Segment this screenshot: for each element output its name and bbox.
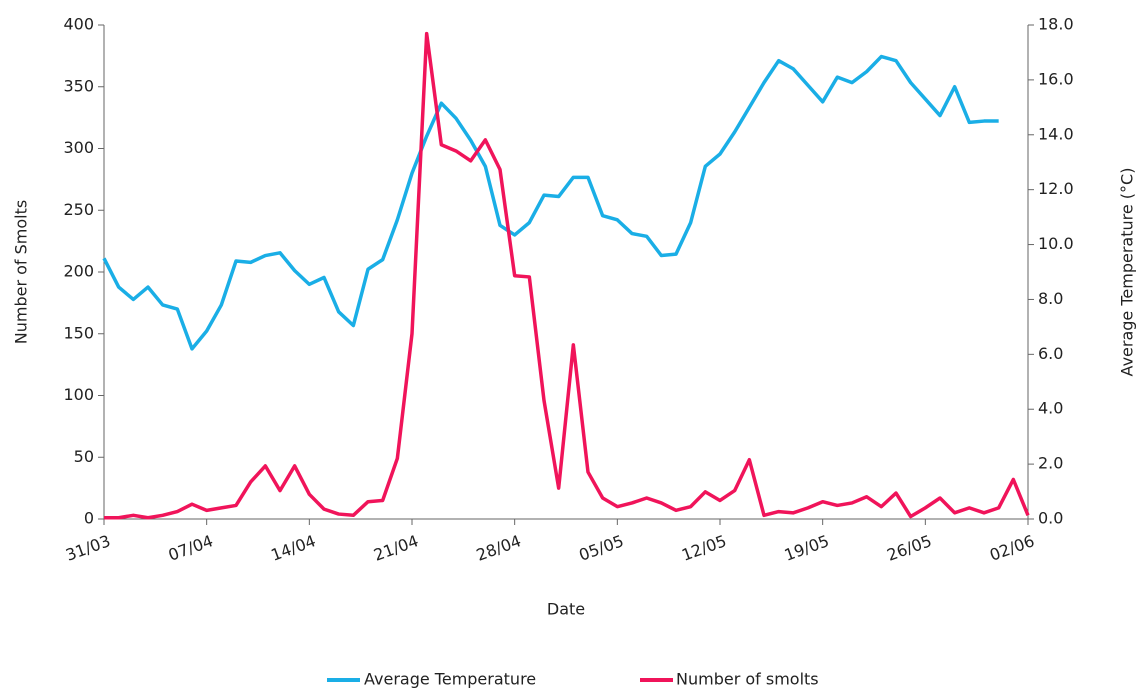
y2-tick-label: 0.0 <box>1038 509 1063 528</box>
x-tick-label: 02/06 <box>987 531 1037 565</box>
x-tick-label: 14/04 <box>268 531 318 565</box>
legend-label: Number of smolts <box>676 670 819 689</box>
x-tick-label: 19/05 <box>782 531 832 565</box>
y2-tick-label: 10.0 <box>1038 234 1074 253</box>
y-axis-title: Number of Smolts <box>12 200 31 344</box>
y-tick-label: 50 <box>74 447 94 466</box>
y-tick-label: 300 <box>63 138 94 157</box>
x-tick-label: 05/05 <box>576 531 626 565</box>
y2-tick-label: 14.0 <box>1038 124 1074 143</box>
y2-tick-label: 8.0 <box>1038 289 1063 308</box>
legend-label: Average Temperature <box>364 670 536 689</box>
y-tick-label: 150 <box>63 323 94 342</box>
y2-tick-label: 6.0 <box>1038 344 1063 363</box>
y2-tick-label: 4.0 <box>1038 399 1063 418</box>
y2-tick-label: 2.0 <box>1038 454 1063 473</box>
y2-tick-label: 16.0 <box>1038 69 1074 88</box>
x-tick-label: 28/04 <box>474 531 524 565</box>
y-tick-label: 100 <box>63 385 94 404</box>
x-tick-label: 31/03 <box>63 531 113 565</box>
x-tick-label: 26/05 <box>884 531 934 565</box>
data-line <box>104 31 1030 520</box>
y-tick-label: 350 <box>63 76 94 95</box>
y-tick-label: 250 <box>63 200 94 219</box>
y2-tick-label: 12.0 <box>1038 179 1074 198</box>
y2-tick-label: 18.0 <box>1038 15 1074 34</box>
y-tick-label: 0 <box>84 509 94 528</box>
y2-axis-title: Average Temperature (°C) <box>1118 168 1137 377</box>
y-tick-label: 200 <box>63 262 94 281</box>
x-tick-label: 07/04 <box>166 531 216 565</box>
y-tick-label: 400 <box>63 15 94 34</box>
x-tick-label: 21/04 <box>371 531 421 565</box>
x-axis-title: Date <box>547 600 585 619</box>
x-tick-label: 12/05 <box>679 531 729 565</box>
data-line <box>102 54 999 351</box>
